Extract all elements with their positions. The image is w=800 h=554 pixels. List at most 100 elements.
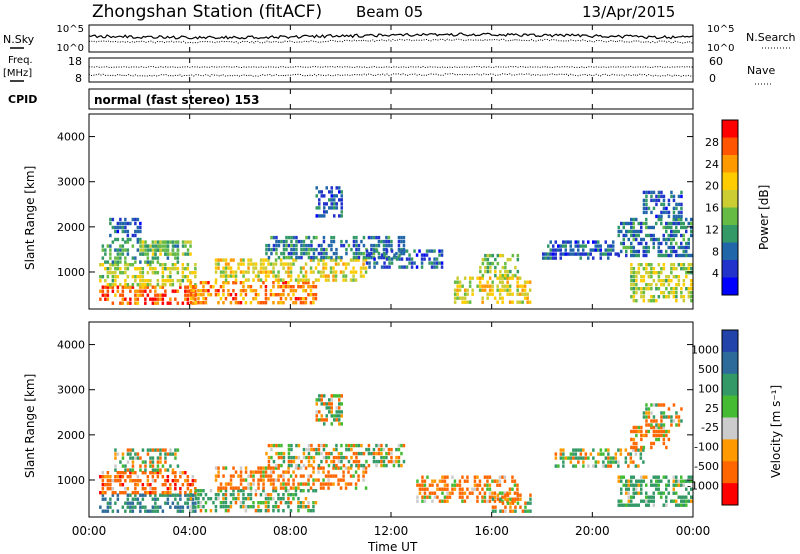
data-cell [305, 447, 308, 452]
data-cell [516, 269, 520, 274]
data-cell [262, 301, 265, 305]
data-cell [259, 470, 263, 474]
data-cell [657, 483, 660, 487]
data-cell [652, 441, 656, 446]
data-cell [249, 289, 253, 293]
data-cell [197, 293, 200, 297]
data-cell [304, 505, 308, 509]
data-cell [307, 451, 311, 456]
data-cell [280, 239, 283, 244]
data-cell [650, 190, 653, 195]
data-cell [176, 252, 180, 256]
data-cell [106, 267, 110, 271]
data-cell [330, 202, 333, 206]
data-cell [337, 478, 340, 482]
data-cell [670, 225, 673, 230]
data-cell [134, 221, 137, 226]
data-cell [640, 241, 643, 246]
data-cell [506, 273, 510, 278]
data-cell [660, 429, 663, 434]
data-cell [476, 483, 479, 487]
data-cell [204, 301, 208, 305]
data-cell [685, 267, 688, 271]
data-cell [116, 263, 120, 267]
data-cell [275, 247, 278, 252]
data-cell [387, 235, 391, 240]
data-cell [665, 499, 668, 503]
data-cell [342, 478, 345, 482]
data-cell [176, 448, 180, 452]
data-cell [397, 459, 401, 464]
data-cell [468, 300, 472, 304]
data-cell [194, 297, 197, 301]
data-cell [647, 190, 651, 195]
data-cell [139, 464, 142, 468]
data-cell [141, 271, 145, 275]
data-cell [518, 284, 522, 288]
data-cell [116, 471, 120, 475]
data-cell [569, 244, 572, 248]
data-cell [289, 274, 293, 278]
data-cell [247, 258, 250, 262]
data-cell [370, 247, 373, 252]
data-cell [129, 493, 132, 497]
data-cell [377, 251, 381, 256]
data-cell [194, 275, 197, 279]
data-cell [486, 487, 489, 491]
data-cell [630, 283, 633, 287]
data-cell [509, 269, 512, 274]
data-cell [506, 493, 510, 497]
data-cell [146, 260, 150, 264]
data-cell [421, 475, 424, 479]
data-cell [274, 501, 278, 505]
data-cell [267, 247, 271, 252]
data-cell [272, 262, 275, 266]
data-cell [350, 455, 353, 460]
data-cell [564, 240, 567, 244]
data-cell [423, 253, 426, 257]
data-cell [154, 468, 157, 472]
data-cell [400, 257, 404, 261]
data-cell [104, 509, 107, 513]
data-cell [164, 240, 167, 244]
data-cell [650, 403, 653, 407]
data-cell [403, 249, 406, 253]
data-cell [294, 258, 298, 262]
data-cell [202, 301, 205, 305]
data-cell [635, 503, 638, 507]
data-cell [274, 278, 278, 282]
data-cell [318, 398, 321, 402]
data-cell [675, 233, 678, 238]
data-cell [385, 451, 388, 456]
data-cell [416, 499, 419, 503]
data-cell [330, 398, 333, 402]
data-cell [154, 271, 157, 275]
data-cell [282, 281, 285, 285]
ytick-label: 4000 [57, 131, 85, 144]
data-cell [166, 279, 170, 283]
data-cell [169, 452, 172, 456]
data-cell [335, 447, 338, 452]
data-cell [493, 479, 497, 483]
data-cell [151, 491, 155, 495]
data-cell [380, 239, 383, 244]
data-cell [232, 281, 235, 285]
data-cell [650, 419, 653, 423]
data-cell [252, 289, 255, 293]
data-cell [582, 240, 585, 244]
data-cell [660, 271, 663, 275]
data-cell [224, 262, 228, 266]
data-cell [149, 448, 152, 452]
data-cell [377, 443, 381, 448]
data-cell [277, 451, 281, 456]
data-cell [136, 240, 140, 244]
data-cell [433, 249, 436, 253]
data-cell [518, 276, 522, 280]
data-cell [493, 491, 497, 495]
data-cell [632, 475, 635, 479]
data-cell [279, 285, 283, 289]
data-cell [491, 497, 495, 501]
data-cell [320, 251, 323, 256]
data-cell [320, 255, 323, 260]
data-cell [184, 479, 187, 483]
